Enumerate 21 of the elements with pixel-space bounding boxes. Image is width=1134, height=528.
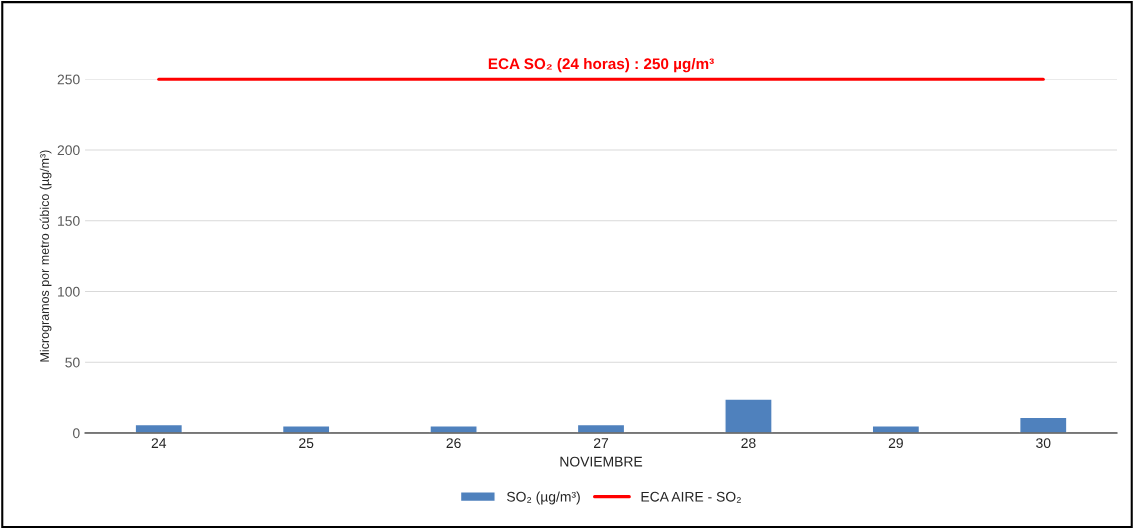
y-tick-label: 0: [73, 428, 80, 439]
x-tick-label: 24: [151, 438, 167, 448]
x-tick-label: 28: [741, 438, 756, 449]
legend-label: SO₂ (µg/m³): [506, 491, 580, 505]
y-tick-label: 100: [58, 286, 80, 297]
x-axis-title: NOVIEMBRE: [560, 456, 643, 467]
bar: [724, 398, 773, 433]
y-axis-title: Microgramos por metro cúbico (µg/m³): [39, 150, 52, 362]
x-tick-label: 26: [446, 438, 461, 449]
x-tick-label: 29: [888, 438, 903, 449]
y-tick-label: 250: [57, 74, 80, 85]
x-tick-label: 27: [594, 438, 609, 448]
x-tick-label: 30: [1036, 438, 1051, 449]
legend-label: ECA AIRE - SO₂: [641, 491, 741, 503]
annotation: ECA SO₂ (24 horas) : 250 µg/m³: [488, 57, 714, 73]
y-tick-label: 50: [65, 357, 80, 368]
y-tick-label: 150: [58, 216, 80, 226]
x-tick-label: 25: [299, 438, 314, 449]
bar: [1018, 416, 1068, 433]
y-tick-label: 200: [57, 145, 80, 156]
bar: [429, 425, 478, 433]
